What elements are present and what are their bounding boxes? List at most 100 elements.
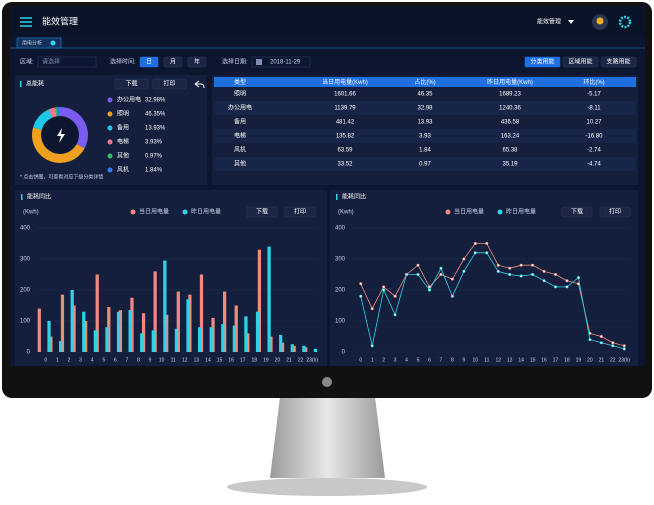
point — [542, 279, 546, 283]
legend-label[interactable]: 当日用电量 — [139, 208, 169, 216]
x-tick-label: 4 — [91, 357, 94, 363]
x-tick-label: 2 — [382, 357, 385, 363]
bar — [128, 310, 132, 352]
x-tick-label: 1 — [56, 357, 59, 363]
pie-slice[interactable] — [55, 107, 58, 117]
point — [485, 242, 489, 246]
y-tick-label: 300 — [20, 257, 31, 263]
x-tick-label: 11 — [484, 357, 489, 363]
legend-swatch — [445, 209, 451, 215]
panel-button[interactable]: 下载 — [571, 208, 583, 216]
view-option-box[interactable] — [600, 56, 637, 68]
y-axis-label: (Kwh) — [338, 210, 354, 216]
bar — [165, 314, 169, 352]
point — [565, 285, 569, 289]
legend-label[interactable]: 昨日用电量 — [191, 208, 221, 216]
gear-icon[interactable] — [618, 15, 632, 29]
panel-button-box[interactable] — [246, 206, 278, 218]
panel-button-box[interactable] — [599, 206, 631, 218]
bulb — [596, 17, 604, 25]
panel-button[interactable]: 下载 — [125, 80, 137, 88]
time-option-box[interactable] — [163, 56, 183, 68]
user-menu[interactable]: 能效管理 — [537, 18, 561, 26]
table-cell: 65.38 — [502, 148, 518, 154]
table-header-cell: 占比(%) — [414, 78, 435, 86]
bar — [141, 313, 146, 352]
bar — [304, 347, 308, 352]
pie-slice[interactable] — [32, 127, 85, 163]
table-cell: 1689.23 — [499, 92, 521, 98]
bar — [163, 260, 167, 352]
panel-button[interactable]: 下载 — [256, 208, 268, 216]
view-option[interactable]: 支路用能 — [606, 58, 630, 66]
point — [416, 263, 420, 267]
point — [542, 269, 546, 273]
point — [622, 344, 626, 348]
point — [450, 277, 454, 281]
x-tick-label: 20 — [275, 357, 281, 363]
pie-slice[interactable] — [56, 107, 60, 117]
logo — [322, 377, 332, 387]
point — [531, 272, 535, 276]
table-cell: 13.93 — [417, 120, 433, 126]
pie-slice[interactable] — [48, 107, 57, 118]
bar — [93, 330, 97, 352]
view-option[interactable]: 区域用能 — [568, 58, 592, 66]
app-title: 能效管理 — [42, 15, 78, 26]
panel-button[interactable]: 打印 — [163, 80, 175, 88]
y-tick-label: 100 — [20, 319, 31, 325]
x-tick-label: 3 — [394, 357, 397, 363]
bar — [47, 321, 51, 352]
x-tick-label: 5 — [417, 357, 420, 363]
bar — [130, 297, 134, 352]
pie-slice[interactable] — [33, 109, 53, 130]
tab-close[interactable] — [50, 40, 56, 46]
time-option-box[interactable] — [187, 56, 207, 68]
view-option[interactable]: 分类用能 — [530, 58, 554, 66]
x-tick-label: 6 — [428, 357, 431, 363]
x-tick-label: 20 — [587, 357, 593, 363]
select-box[interactable] — [37, 56, 97, 68]
point — [576, 276, 580, 280]
back-icon[interactable] — [194, 80, 205, 89]
view-option-box[interactable] — [562, 56, 599, 68]
x-tick-label: 7 — [125, 357, 128, 363]
x-tick-label: 22 — [298, 357, 304, 363]
date-value[interactable]: 2018-11-29 — [270, 60, 301, 66]
panel-button-box[interactable] — [114, 78, 149, 90]
tab-label[interactable]: 用电分析 — [22, 39, 42, 46]
table-cell: 32.98 — [417, 106, 433, 112]
point — [485, 251, 489, 255]
panel-button[interactable]: 打印 — [294, 208, 306, 216]
x-tick-label: 19 — [576, 357, 582, 363]
time-option[interactable]: 年 — [194, 58, 200, 66]
bar — [174, 328, 179, 352]
point — [427, 288, 431, 292]
point — [622, 347, 626, 351]
panel-button-box[interactable] — [561, 206, 593, 218]
select-placeholder[interactable]: 请选择 — [42, 58, 60, 66]
table-row — [214, 87, 636, 101]
time-option[interactable]: 日 — [146, 59, 152, 66]
legend-label[interactable]: 当日用电量 — [454, 208, 484, 216]
time-option-box[interactable] — [139, 56, 159, 68]
tab[interactable] — [16, 37, 62, 49]
date-box[interactable] — [251, 56, 311, 68]
x-tick-label: 9 — [149, 357, 152, 363]
pie-slice[interactable] — [60, 107, 88, 149]
y-tick-label: 0 — [342, 350, 346, 356]
value-label: 46.35% — [145, 112, 166, 118]
panel-button-box[interactable] — [152, 78, 187, 90]
y-tick-label: 400 — [20, 226, 31, 232]
bar — [37, 308, 41, 352]
view-option-box[interactable] — [524, 56, 561, 68]
time-option[interactable]: 月 — [170, 59, 176, 66]
panel-button[interactable]: 打印 — [609, 208, 621, 216]
point — [393, 294, 397, 298]
point — [450, 294, 454, 298]
bar — [244, 316, 248, 352]
legend-label[interactable]: 昨日用电量 — [506, 208, 536, 216]
panel-button-box[interactable] — [284, 206, 316, 218]
point — [496, 269, 500, 273]
